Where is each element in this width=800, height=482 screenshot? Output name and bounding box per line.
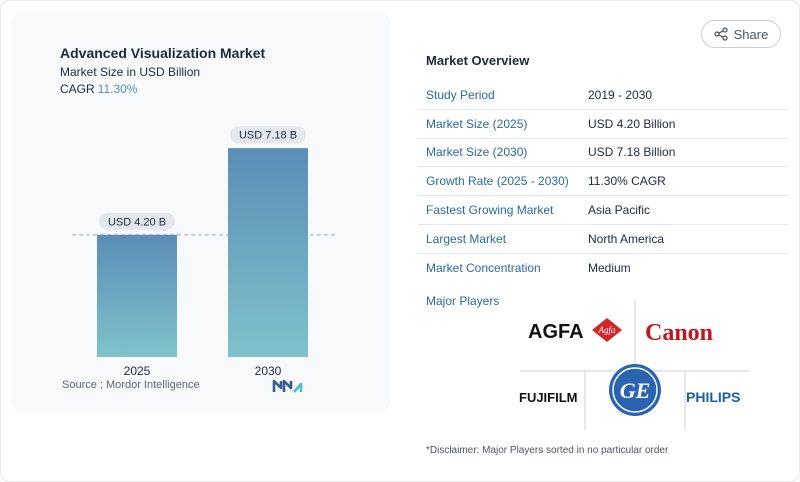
x-tick-label: 2030: [255, 364, 282, 378]
share-icon: [713, 27, 728, 41]
ge-logo-icon: GE: [609, 364, 661, 416]
overview-label: Market Size (2025): [426, 116, 528, 131]
agfa-rhombus-icon: Agfa: [592, 318, 622, 342]
philips-logo: PHILIPS: [686, 389, 740, 405]
overview-value: Medium: [588, 261, 631, 276]
x-tick-label: 2025: [124, 364, 151, 378]
overview-row-growth-rate: Growth Rate (2025 - 2030) 11.30% CAGR: [418, 167, 788, 197]
mordor-logo-icon: [272, 379, 303, 393]
overview-label: Fastest Growing Market: [426, 203, 554, 218]
overview-label: Growth Rate (2025 - 2030): [426, 174, 569, 189]
share-button[interactable]: Share: [701, 20, 781, 48]
overview-label: Market Size (2030): [426, 145, 528, 160]
cagr-line: CAGR 11.30%: [60, 82, 137, 96]
chart-card: [12, 12, 390, 412]
overview-row-largest-market: Largest Market North America: [418, 225, 788, 254]
chart-subtitle: Market Size in USD Billion: [60, 65, 201, 79]
cagr-value: 11.30%: [97, 82, 138, 96]
share-label: Share: [733, 26, 769, 42]
overview-value: 2019 - 2030: [588, 87, 653, 102]
major-players-title: Major Players: [426, 294, 500, 308]
overview-row-study-period: Study Period 2019 - 2030: [418, 81, 788, 110]
cagr-label: CAGR: [60, 82, 95, 96]
canon-logo: Canon: [645, 320, 713, 346]
chart-title: Advanced Visualization Market: [60, 45, 266, 61]
source-text: Source : Mordor Intelligence: [62, 379, 200, 391]
data-label-pill: [99, 212, 175, 230]
fujifilm-logo: FUJIFILM: [519, 390, 578, 405]
overview-table: Study Period 2019 - 2030 Market Size (20…: [418, 81, 788, 283]
overview-label: Market Concentration: [426, 261, 541, 276]
overview-row-size-2030: Market Size (2030) USD 7.18 Billion: [418, 139, 788, 168]
overview-value: 11.30% CAGR: [588, 174, 666, 189]
overview-row-concentration: Market Concentration Medium: [418, 254, 788, 283]
data-label: USD 7.18 B: [239, 130, 297, 142]
data-label-pill: [230, 126, 306, 144]
overview-value: North America: [588, 231, 665, 246]
overview-label: Largest Market: [426, 231, 507, 246]
overview-title: Market Overview: [426, 53, 530, 68]
overview-value: USD 4.20 Billion: [588, 116, 676, 131]
svg-text:GE: GE: [620, 378, 651, 403]
overview-row-fastest-growing: Fastest Growing Market Asia Pacific: [418, 196, 788, 225]
bar-2025: [97, 234, 177, 357]
bar-2030: [228, 148, 308, 357]
svg-text:Agfa: Agfa: [598, 325, 616, 335]
overview-value: Asia Pacific: [588, 203, 651, 218]
overview-row-size-2025: Market Size (2025) USD 4.20 Billion: [418, 110, 788, 139]
agfa-logo: AGFA: [528, 321, 584, 343]
overview-label: Study Period: [426, 87, 495, 102]
bar-chart: USD 4.20 B 2025 USD 7.18 B 2030: [72, 126, 338, 378]
disclaimer-text: *Disclaimer: Major Players sorted in no …: [426, 445, 669, 456]
overview-value: USD 7.18 Billion: [588, 145, 676, 160]
data-label: USD 4.20 B: [108, 216, 166, 228]
